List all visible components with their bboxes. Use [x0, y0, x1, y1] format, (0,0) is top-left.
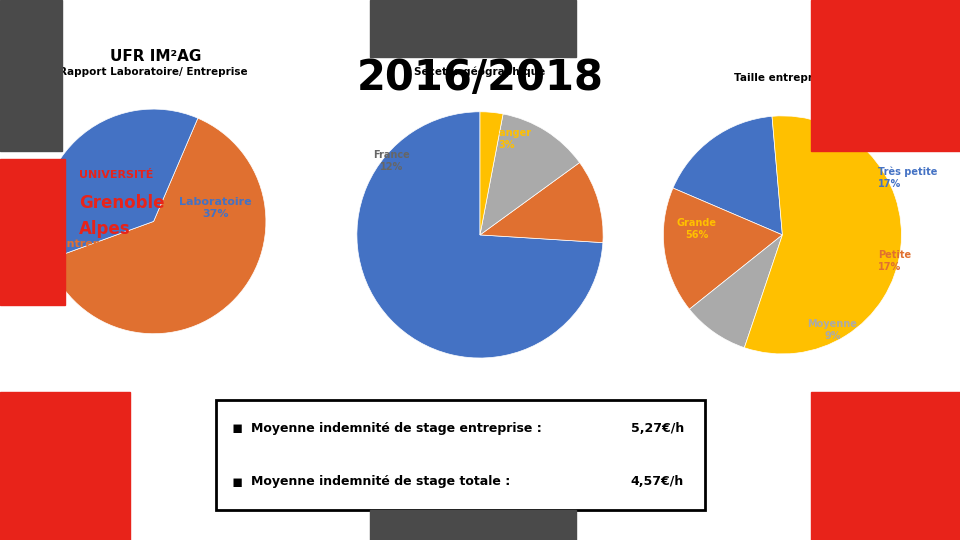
Text: Grenoble/
Agglomération
74%: Grenoble/ Agglomération 74% — [440, 307, 520, 340]
Text: ▪: ▪ — [231, 419, 243, 437]
Text: Grande
56%: Grande 56% — [677, 218, 717, 240]
Text: UNIVERSITÉ: UNIVERSITÉ — [79, 171, 153, 180]
Wedge shape — [673, 116, 782, 235]
Text: Moyenne indemnité de stage entreprise :: Moyenne indemnité de stage entreprise : — [252, 422, 541, 435]
Title: Secetur géographique: Secetur géographique — [415, 67, 545, 77]
Text: 2016/2018: 2016/2018 — [356, 57, 604, 99]
Wedge shape — [689, 235, 782, 348]
Text: Petite : 10-100 salariés: Petite : 10-100 salariés — [826, 443, 925, 451]
Wedge shape — [480, 163, 603, 242]
Text: Grande : +500 salariés: Grande : +500 salariés — [826, 513, 924, 522]
Text: ▪: ▪ — [231, 472, 243, 491]
FancyBboxPatch shape — [216, 400, 706, 510]
Text: France
12%: France 12% — [373, 150, 410, 172]
Text: Moyenne : 100-500
salariés: Moyenne : 100-500 salariés — [826, 468, 908, 487]
Text: Moyenne
9%: Moyenne 9% — [807, 319, 857, 341]
Text: Entreprise
63%: Entreprise 63% — [60, 239, 125, 260]
Wedge shape — [480, 112, 503, 235]
Text: Petite
17%: Petite 17% — [877, 250, 911, 272]
Wedge shape — [48, 118, 266, 334]
Text: Rhône-
Alpes
11%: Rhône- Alpes 11% — [365, 212, 403, 245]
Text: 5,27€/h: 5,27€/h — [631, 422, 684, 435]
Wedge shape — [357, 112, 603, 358]
Title: Rapport Laboratoire/ Entreprise: Rapport Laboratoire/ Entreprise — [60, 68, 248, 77]
Text: Moyenne indemnité de stage totale :: Moyenne indemnité de stage totale : — [252, 475, 511, 488]
Text: 4,57€/h: 4,57€/h — [631, 475, 684, 488]
Text: Très petite : 1-10 salariés: Très petite : 1-10 salariés — [826, 413, 936, 422]
Text: Laboratoire
37%: Laboratoire 37% — [180, 197, 252, 219]
Wedge shape — [480, 114, 580, 235]
Wedge shape — [41, 109, 198, 260]
Text: Etranger
3%: Etranger 3% — [483, 128, 531, 150]
Text: Alpes: Alpes — [79, 220, 131, 239]
Text: Grenoble: Grenoble — [79, 193, 164, 212]
Title: Taille entreprise: Taille entreprise — [734, 72, 830, 83]
Text: Très petite
17%: Très petite 17% — [877, 167, 937, 189]
Text: UFR IM²AG: UFR IM²AG — [110, 49, 202, 64]
Wedge shape — [744, 116, 901, 354]
Wedge shape — [663, 188, 782, 309]
